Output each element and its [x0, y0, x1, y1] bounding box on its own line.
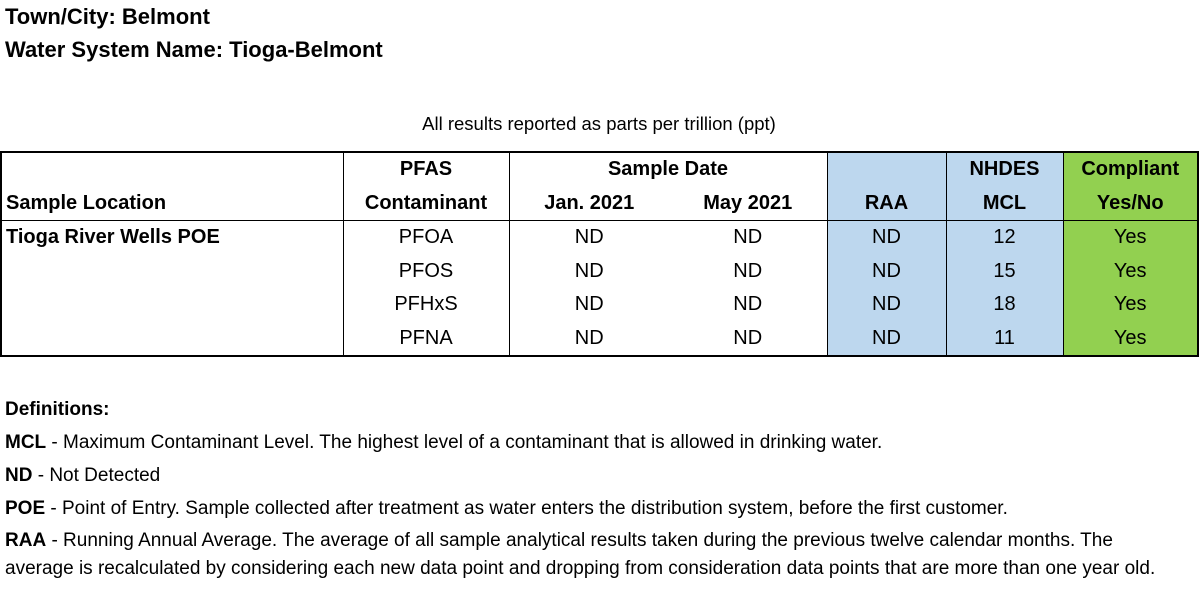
raa-cell: ND [826, 220, 946, 255]
nhdes-header-top: NHDES [945, 151, 1063, 187]
compliant-cell: Yes [1062, 220, 1199, 255]
units-note: All results reported as parts per trilli… [422, 113, 776, 134]
may-cell: ND [669, 321, 827, 357]
definition-item: POE - Point of Entry. Sample collected a… [5, 492, 1185, 525]
definition-item: MCL - Maximum Contaminant Level. The hig… [5, 426, 1185, 459]
document-header: Town/City: Belmont Water System Name: Ti… [5, 0, 383, 66]
may-header: May 2021 [669, 186, 827, 221]
definition-term: ND [5, 465, 33, 486]
mcl-cell: 15 [945, 254, 1063, 288]
definition-text: - Not Detected [32, 465, 161, 486]
mcl-cell: 11 [945, 321, 1063, 357]
definitions-section: Definitions: MCL - Maximum Contaminant L… [5, 393, 1185, 583]
table-row: PFHxS ND ND ND 18 Yes [0, 288, 1199, 322]
definition-text: - Point of Entry. Sample collected after… [45, 498, 1008, 519]
contaminant-cell: PFOA [342, 220, 509, 255]
raa-header-top [826, 151, 946, 187]
raa-cell: ND [826, 288, 946, 322]
pfas-results-table: PFAS Sample Date NHDES Compliant Sample … [0, 151, 1199, 357]
definitions-title: Definitions: [5, 399, 110, 420]
jan-header: Jan. 2021 [508, 186, 669, 221]
location-header: Sample Location [0, 186, 343, 221]
jan-cell: ND [508, 220, 669, 255]
pfas-header-top: PFAS [342, 151, 509, 187]
raa-cell: ND [826, 254, 946, 288]
nhdes-header-bottom: MCL [945, 186, 1063, 221]
raa-header: RAA [826, 186, 946, 221]
definition-item: ND - Not Detected [5, 459, 1185, 492]
jan-cell: ND [508, 288, 669, 322]
table-row: PFNA ND ND ND 11 Yes [0, 321, 1199, 357]
contaminant-cell: PFNA [342, 321, 509, 357]
table-row: Tioga River Wells POE PFOA ND ND ND 12 Y… [0, 220, 1199, 255]
water-system-title: Water System Name: Tioga-Belmont [5, 37, 383, 62]
town-title: Town/City: Belmont [5, 4, 210, 29]
contaminant-cell: PFHxS [342, 288, 509, 322]
pfas-header-bottom: Contaminant [342, 186, 509, 221]
mcl-cell: 18 [945, 288, 1063, 322]
compliant-cell: Yes [1062, 254, 1199, 288]
sample-location-cell [0, 321, 343, 357]
compliant-cell: Yes [1062, 288, 1199, 322]
may-cell: ND [733, 226, 763, 249]
may-cell: ND [733, 293, 763, 316]
may-cell: ND [733, 259, 763, 282]
table-row: PFOS ND ND ND 15 Yes [0, 254, 1199, 288]
definition-term: RAA [5, 530, 47, 551]
definition-item: RAA - Running Annual Average. The averag… [5, 527, 1185, 583]
jan-cell: ND [508, 321, 669, 357]
sample-location-cell: Tioga River Wells POE [0, 220, 343, 255]
compliant-header-bottom: Yes/No [1062, 186, 1199, 221]
sample-location-cell [0, 288, 343, 322]
definition-term: POE [5, 498, 46, 519]
definition-text: - Maximum Contaminant Level. The highest… [46, 432, 883, 453]
header-row-1: PFAS Sample Date NHDES Compliant [0, 151, 1199, 187]
definition-term: MCL [5, 432, 47, 453]
compliant-cell: Yes [1062, 321, 1199, 357]
mcl-cell: 12 [945, 220, 1063, 255]
sample-location-cell [0, 254, 343, 288]
header-row-2: Sample Location Contaminant Jan. 2021 Ma… [0, 186, 1199, 221]
definition-text: - Running Annual Average. The average of… [5, 530, 1156, 579]
jan-cell: ND [508, 254, 669, 288]
sample-date-header: Sample Date [508, 151, 827, 187]
location-header-top [0, 151, 343, 187]
raa-cell: ND [826, 321, 946, 357]
compliant-header-top: Compliant [1062, 151, 1199, 187]
contaminant-cell: PFOS [342, 254, 509, 288]
